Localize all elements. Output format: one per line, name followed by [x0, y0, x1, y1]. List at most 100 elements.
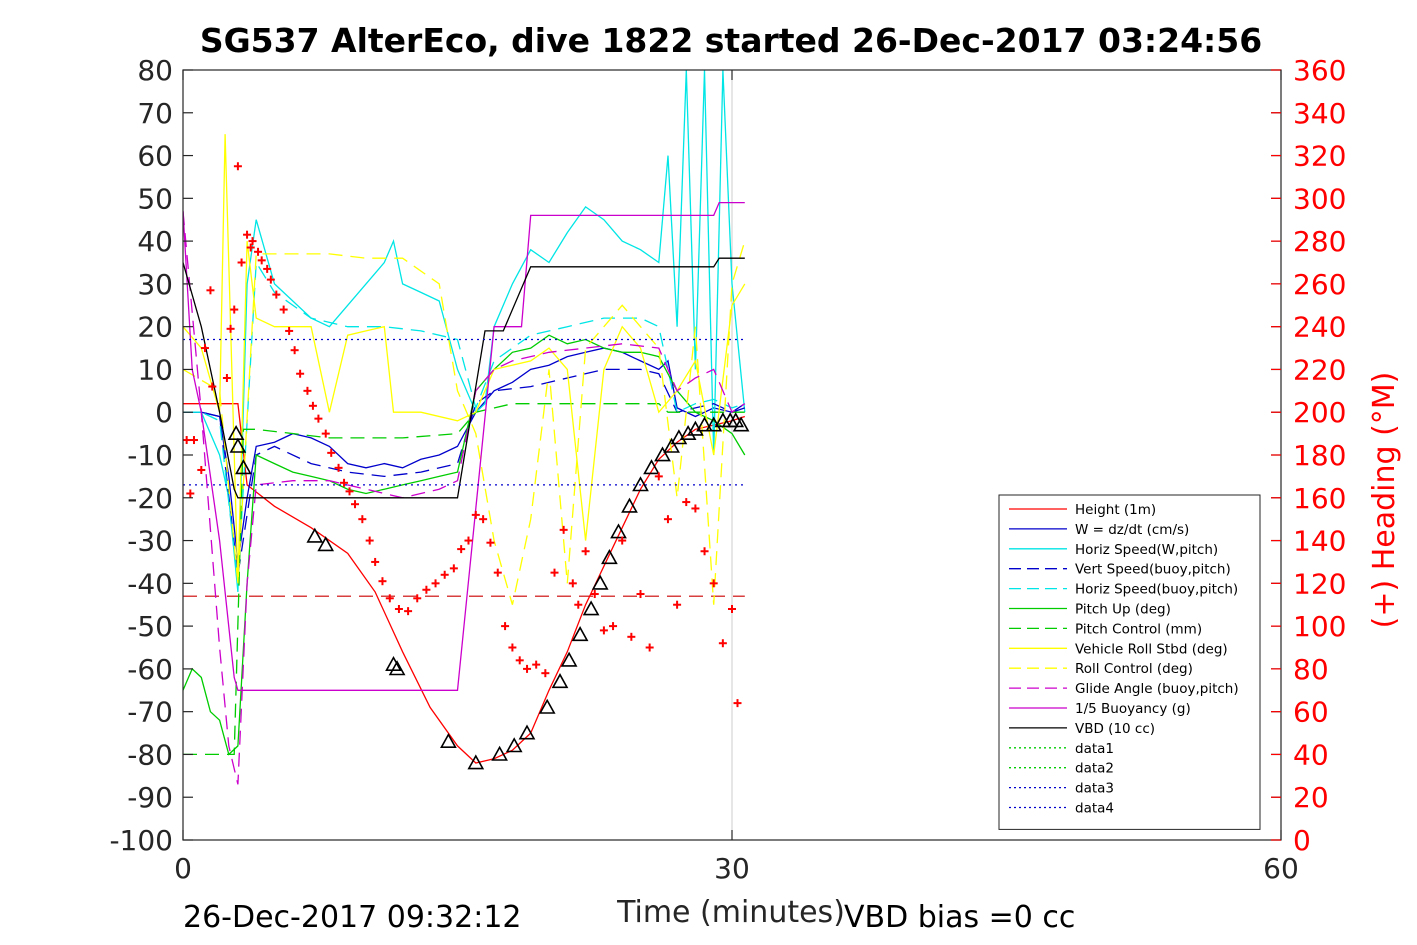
heading-point [709, 579, 718, 588]
right-tick-label: 60 [1293, 696, 1329, 729]
triangle-marker [696, 416, 713, 432]
heading-point [327, 448, 336, 457]
heading-point [394, 605, 403, 613]
heading-point [340, 478, 349, 487]
heading-point [457, 545, 466, 554]
series-line-10 [183, 201, 745, 691]
y-tick-label: 20 [137, 311, 173, 344]
series-line-8 [183, 240, 746, 605]
triangle-marker [560, 651, 578, 667]
heading-point [515, 656, 524, 665]
triangle-marker [591, 574, 609, 590]
triangle-marker [235, 459, 252, 475]
heading-point [700, 547, 709, 556]
y-tick-label: 80 [137, 54, 173, 87]
heading-point [645, 643, 654, 652]
right-tick-label: 180 [1293, 439, 1346, 472]
triangle-marker [538, 698, 556, 714]
heading-point [449, 564, 458, 573]
footer-timestamp: 26-Dec-2017 09:32:12 [183, 900, 522, 935]
heading-point [308, 401, 317, 410]
y-tick-label: -20 [127, 482, 173, 515]
heading-point [358, 515, 367, 524]
y-tick-label: -40 [127, 567, 173, 600]
legend: Height (1m) W = dz/dt (cm/s) Horiz Speed(W… [998, 494, 1261, 830]
heading-point [508, 643, 517, 652]
legend-entry-label: Vert Speed(buoy,pitch) [1075, 562, 1231, 578]
heading-point [222, 374, 231, 382]
heading-point [599, 626, 608, 635]
triangle-marker [679, 424, 697, 441]
heading-point [296, 369, 305, 378]
y-tick-label: 30 [137, 268, 173, 301]
y-tick-label: -50 [127, 610, 173, 643]
triangle-marker [551, 673, 569, 689]
right-tick-label: 260 [1293, 268, 1346, 301]
x-tick-label: 60 [1263, 852, 1299, 885]
right-axis-label: (+) Heading (°M) [1367, 372, 1402, 629]
heading-point [351, 500, 360, 509]
heading-point [257, 256, 266, 265]
legend-entry-label: data1 [1075, 741, 1114, 757]
heading-point [682, 498, 691, 507]
heading-point [581, 547, 590, 556]
heading-point [574, 600, 583, 609]
heading-point [208, 382, 217, 391]
heading-point [254, 247, 263, 256]
heading-point [550, 568, 559, 577]
y-tick-label: -60 [127, 653, 173, 686]
triangle-marker [643, 459, 660, 475]
heading-point [303, 386, 312, 395]
heading-point [186, 489, 195, 498]
legend-entry-label: W = dz/dt (cm/s) [1075, 522, 1189, 538]
legend-entry-label: data2 [1075, 761, 1114, 777]
heading-point [290, 346, 299, 355]
legend-entry-label: VBD (10 cc) [1075, 721, 1155, 737]
heading-point [422, 585, 431, 594]
series-line-1 [183, 347, 746, 562]
heading-point [609, 622, 618, 631]
right-tick-label: 320 [1293, 140, 1346, 173]
heading-point [493, 568, 502, 577]
y-tick-label: 50 [137, 182, 173, 215]
heading-point [345, 487, 354, 496]
triangle-marker [632, 476, 649, 492]
chart-title: SG537 AlterEco, dive 1822 started 26-Dec… [200, 21, 1262, 60]
heading-point [200, 344, 209, 353]
heading-point [272, 290, 281, 299]
triangle-marker [654, 446, 671, 462]
heading-point [627, 632, 636, 641]
triangle-marker [582, 600, 600, 616]
legend-entry-label: Height (1m) [1075, 502, 1156, 518]
heading-point [233, 162, 242, 171]
heading-point [246, 243, 255, 252]
heading-point [431, 579, 440, 588]
triangle-marker [306, 527, 324, 543]
heading-point [464, 536, 473, 545]
right-tick-label: 220 [1293, 353, 1346, 386]
y-tick-label: -100 [109, 824, 173, 857]
triangle-marker [621, 497, 638, 513]
legend-entry-label: Pitch Up (deg) [1075, 602, 1171, 618]
axes: 80706050403020100-10-20-30-40-50-60-70-8… [109, 54, 1346, 885]
triangle-marker [601, 549, 618, 565]
y-tick-label: -90 [127, 781, 173, 814]
legend-entry-label: data4 [1075, 801, 1114, 817]
y-tick-label: 70 [137, 97, 173, 130]
right-tick-label: 340 [1293, 97, 1346, 130]
heading-point [334, 463, 343, 472]
heading-point [371, 557, 380, 566]
triangle-marker [505, 737, 523, 753]
heading-point [568, 579, 577, 588]
series-line-9 [183, 211, 746, 785]
heading-point [673, 600, 682, 609]
right-tick-label: 300 [1293, 182, 1346, 215]
heading-point [479, 515, 488, 524]
x-tick-label: 0 [174, 852, 192, 885]
right-tick-label: 80 [1293, 653, 1329, 686]
heading-point [501, 622, 510, 631]
y-tick-label: -30 [127, 525, 173, 558]
triangle-marker [440, 732, 457, 749]
right-tick-label: 200 [1293, 396, 1346, 429]
